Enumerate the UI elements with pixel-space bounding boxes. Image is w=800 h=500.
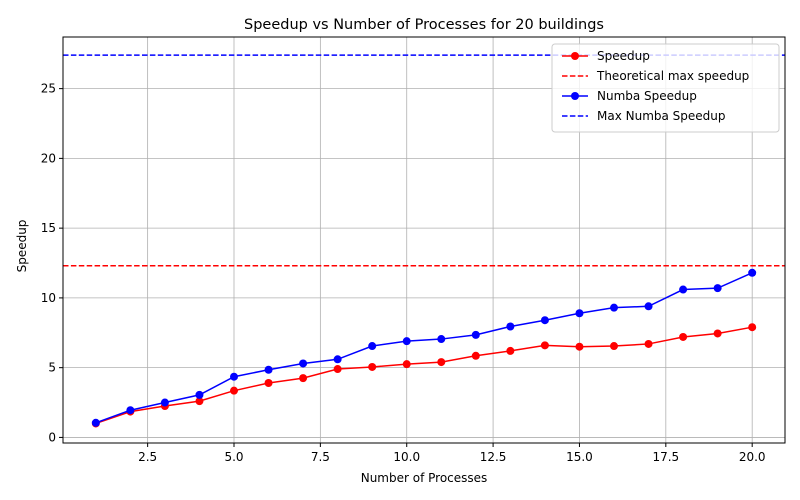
y-axis-label: Speedup [15, 220, 29, 273]
x-tick-label: 15.0 [566, 450, 593, 464]
series-2-point [437, 335, 446, 344]
legend-entry-label: Numba Speedup [597, 89, 697, 103]
x-tick-label: 7.5 [311, 450, 330, 464]
series-0-point [644, 339, 653, 348]
series-line-2 [95, 272, 753, 424]
series-0-point [333, 365, 342, 374]
y-tick-label: 25 [41, 82, 56, 96]
series-0-point [230, 386, 238, 395]
x-tick-label: 10.0 [393, 450, 420, 464]
series-2-point [126, 406, 135, 415]
series-0-point [748, 323, 757, 332]
series-0-point [368, 362, 377, 371]
series-0-point [540, 341, 549, 350]
series-0-point [679, 332, 688, 341]
x-axis-label: Number of Processes [361, 471, 488, 485]
series-0-point [471, 351, 480, 360]
series-0-point [575, 342, 584, 351]
x-tick-label: 12.5 [480, 450, 507, 464]
series-0-point [299, 374, 308, 383]
legend: Speedup Theoretical max speedup Numba Spee… [551, 43, 780, 133]
legend-swatch-marker [571, 52, 579, 60]
series-2-point [471, 330, 480, 339]
y-tick-label: 5 [48, 361, 56, 375]
legend-swatch-marker [571, 92, 579, 100]
legend-box [551, 43, 780, 133]
series-2-point [644, 302, 653, 311]
series-2-point [713, 284, 722, 293]
series-2-point [575, 309, 584, 318]
x-tick-label: 20.0 [739, 450, 766, 464]
series-2-point [230, 372, 238, 381]
series-2-point [264, 365, 273, 374]
series-2-point [748, 268, 757, 277]
series-0-point [264, 379, 273, 388]
y-tick-label: 10 [41, 291, 56, 305]
series-0-point [402, 360, 411, 369]
y-tick-label: 0 [48, 430, 56, 444]
legend-entry-label: Max Numba Speedup [597, 109, 726, 123]
series-0-point [713, 329, 722, 338]
y-tick-label: 20 [41, 151, 56, 165]
series-2-point [160, 398, 169, 407]
series-line-0 [95, 326, 753, 425]
series-2-point [540, 316, 549, 325]
legend-entry-label: Theoretical max speedup [596, 69, 749, 83]
series-0-point [195, 397, 204, 406]
series-2-point [506, 322, 515, 331]
axis-ticks: 2.5 5.0 7.5 10.0 12.5 15.0 17.5 20.0 0 5 10 15 20 25 [41, 82, 766, 464]
series-0-point [437, 358, 446, 367]
chart-title: Speedup vs Number of Processes for 20 bu… [244, 17, 604, 33]
series-2-point [299, 359, 308, 368]
y-tick-label: 15 [41, 221, 56, 235]
series-2-point [679, 285, 688, 294]
series-2-point [195, 390, 204, 399]
x-tick-label: 5.0 [224, 450, 243, 464]
series-0-point [506, 346, 515, 355]
legend-entry-label: Speedup [597, 49, 650, 63]
x-tick-label: 2.5 [138, 450, 157, 464]
plot-frame [62, 36, 786, 444]
series-2-point [402, 337, 411, 346]
series-2-point [368, 342, 377, 351]
data-series [91, 268, 757, 428]
series-0-point [610, 342, 618, 351]
series-2-point [610, 303, 618, 312]
series-2-point [333, 355, 342, 364]
series-2-point [91, 418, 100, 427]
x-tick-label: 17.5 [652, 450, 679, 464]
